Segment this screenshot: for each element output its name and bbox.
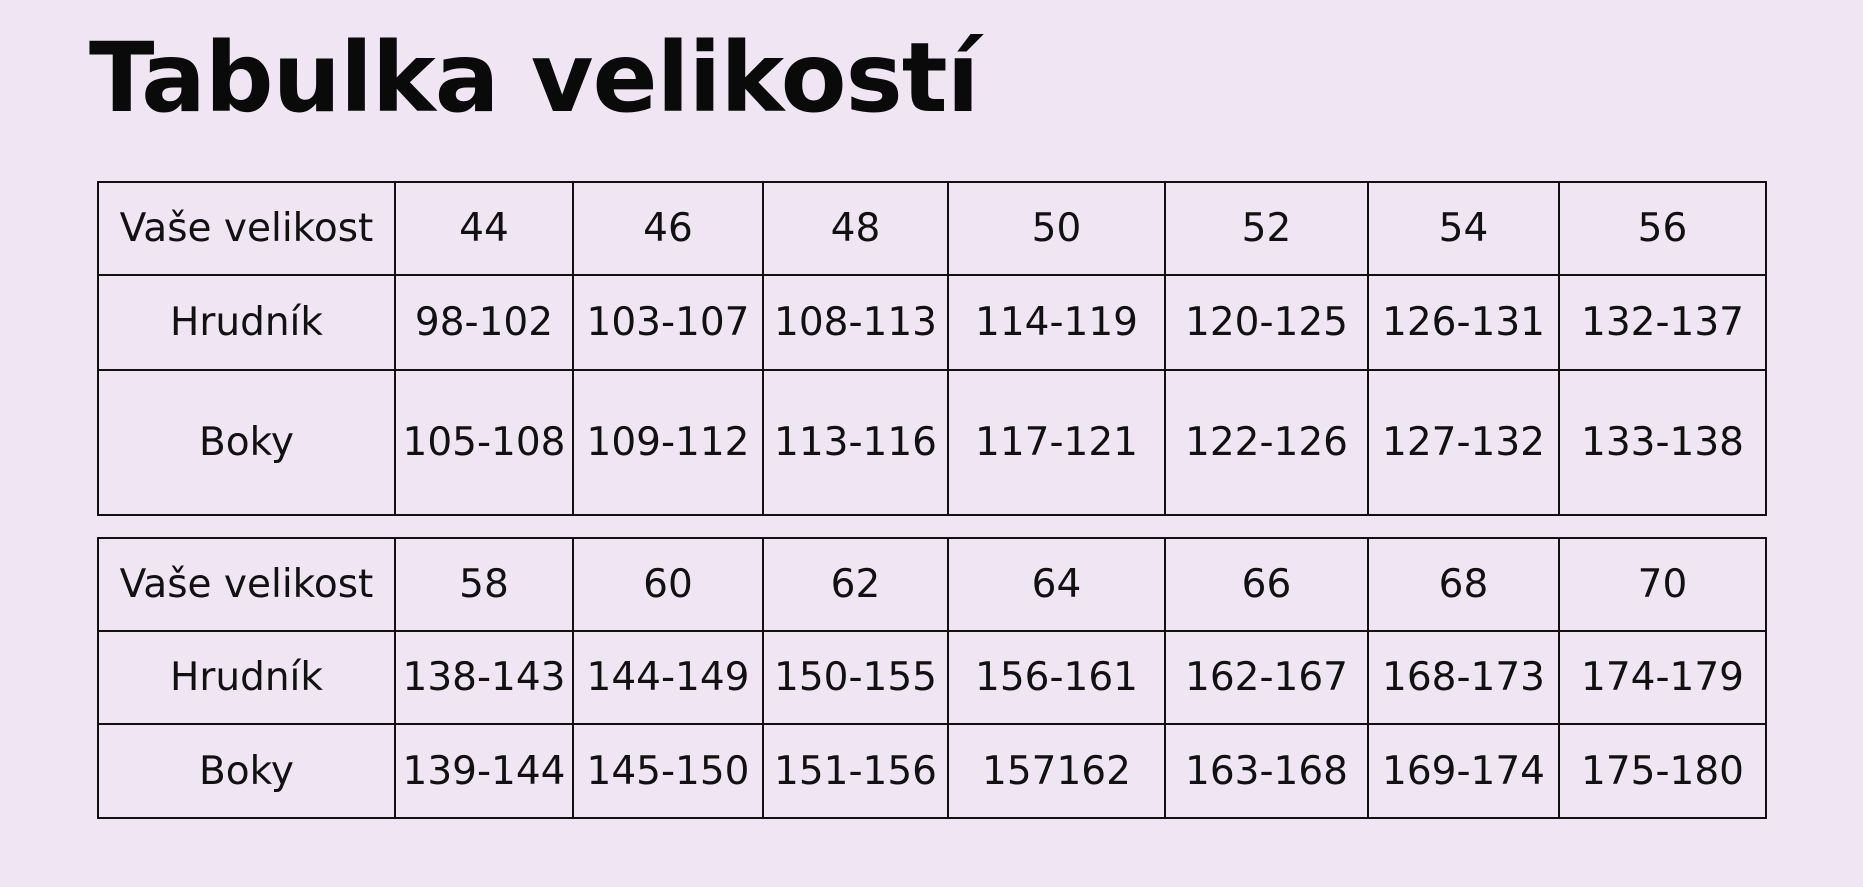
table-cell: 157162 — [947, 723, 1166, 819]
row-header: Boky — [97, 723, 396, 819]
table-cell: 144-149 — [572, 630, 764, 725]
table-cell: 68 — [1367, 537, 1560, 632]
table-cell: 162-167 — [1164, 630, 1369, 725]
table-cell: 151-156 — [762, 723, 949, 819]
table-cell: 64 — [947, 537, 1166, 632]
table-cell: 60 — [572, 537, 764, 632]
table-cell: 109-112 — [572, 369, 764, 516]
row-header: Boky — [97, 369, 396, 516]
table-cell: 50 — [947, 181, 1166, 276]
table-cell: 156-161 — [947, 630, 1166, 725]
table-cell: 127-132 — [1367, 369, 1560, 516]
table-cell: 58 — [394, 537, 574, 632]
table-cell: 48 — [762, 181, 949, 276]
title: Tabulka velikostí — [89, 22, 980, 134]
row-header: Vaše velikost — [97, 181, 396, 276]
table-cell: 44 — [394, 181, 574, 276]
table-cell: 120-125 — [1164, 274, 1369, 371]
table-cell: 113-116 — [762, 369, 949, 516]
table-row: Vaše velikost 58 60 62 64 66 68 70 — [97, 537, 1767, 632]
table-cell: 103-107 — [572, 274, 764, 371]
table-cell: 70 — [1558, 537, 1767, 632]
table-row: Boky 105-108 109-112 113-116 117-121 122-126 1… — [97, 369, 1767, 516]
table-cell: 174-179 — [1558, 630, 1767, 725]
table-cell: 46 — [572, 181, 764, 276]
size-table: Vaše velikost 44 46 48 50 52 54 56 Hrudník 98-102… — [97, 181, 1767, 516]
table-cell: 168-173 — [1367, 630, 1560, 725]
table-cell: 175-180 — [1558, 723, 1767, 819]
table-row: Hrudník 138-143 144-149 150-155 156-161 162-1… — [97, 630, 1767, 725]
table-cell: 52 — [1164, 181, 1369, 276]
table-cell: 169-174 — [1367, 723, 1560, 819]
table-cell: 126-131 — [1367, 274, 1560, 371]
table-cell: 56 — [1558, 181, 1767, 276]
row-header: Hrudník — [97, 630, 396, 725]
table-cell: 122-126 — [1164, 369, 1369, 516]
table-cell: 66 — [1164, 537, 1369, 632]
table-cell: 132-137 — [1558, 274, 1767, 371]
table-cell: 108-113 — [762, 274, 949, 371]
table-row: Boky 139-144 145-150 151-156 157162 163-168 16… — [97, 723, 1767, 819]
table-cell: 105-108 — [394, 369, 574, 516]
table-cell: 163-168 — [1164, 723, 1369, 819]
table-cell: 98-102 — [394, 274, 574, 371]
table-cell: 62 — [762, 537, 949, 632]
table-cell: 138-143 — [394, 630, 574, 725]
table-cell: 117-121 — [947, 369, 1166, 516]
table-cell: 145-150 — [572, 723, 764, 819]
size-table: Vaše velikost 58 60 62 64 66 68 70 Hrudník 138-14… — [97, 537, 1767, 819]
table-cell: 54 — [1367, 181, 1560, 276]
table-cell: 139-144 — [394, 723, 574, 819]
table-cell: 133-138 — [1558, 369, 1767, 516]
table-row: Hrudník 98-102 103-107 108-113 114-119 120-12… — [97, 274, 1767, 371]
row-header: Hrudník — [97, 274, 396, 371]
row-header: Vaše velikost — [97, 537, 396, 632]
table-cell: 150-155 — [762, 630, 949, 725]
table-row: Vaše velikost 44 46 48 50 52 54 56 — [97, 181, 1767, 276]
table-cell: 114-119 — [947, 274, 1166, 371]
